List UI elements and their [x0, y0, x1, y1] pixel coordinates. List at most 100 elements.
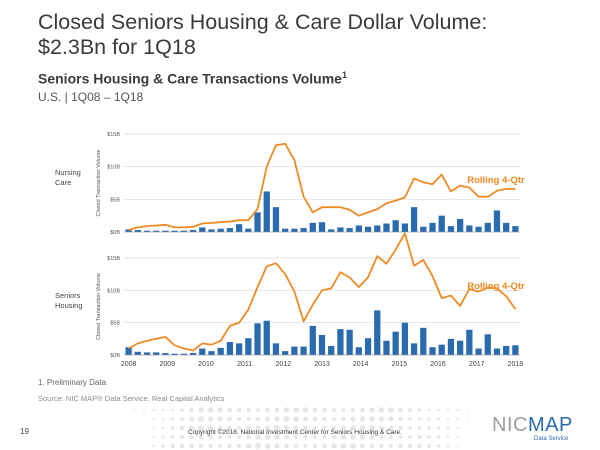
decorative-dot	[133, 445, 136, 447]
bar	[503, 345, 510, 355]
decorative-dot	[293, 407, 299, 413]
row-label-line: Seniors	[55, 291, 81, 300]
x-tick-label: 2018	[508, 361, 524, 368]
decorative-dot	[152, 427, 155, 429]
decorative-dot	[427, 408, 431, 412]
bar	[401, 223, 409, 232]
decorative-dot	[446, 417, 450, 421]
decorative-dot	[408, 435, 412, 439]
decorative-dot	[294, 444, 298, 448]
bar	[383, 223, 390, 232]
bar	[466, 225, 473, 232]
row-label-line: Nursing	[55, 168, 81, 177]
bar	[328, 345, 335, 355]
bar	[392, 220, 399, 232]
decorative-dot	[350, 443, 356, 449]
decorative-dot	[322, 434, 327, 440]
title-line-1: Closed Seniors Housing & Care Dollar Vol…	[38, 10, 488, 34]
bar	[337, 227, 344, 232]
bar	[134, 230, 141, 232]
decorative-dot	[331, 425, 337, 431]
bar	[475, 348, 482, 355]
decorative-dot	[198, 434, 204, 440]
footnote: 1. Preliminary Data	[38, 378, 107, 387]
decorative-dot	[161, 417, 165, 421]
decorative-dot	[198, 425, 204, 431]
decorative-dot	[360, 407, 365, 413]
y-tick-label: $5B	[110, 321, 120, 327]
decorative-dot	[446, 408, 450, 412]
decorative-dot	[359, 416, 366, 422]
decorative-dot-pattern	[124, 407, 478, 449]
bar	[429, 222, 436, 232]
bar	[291, 228, 298, 232]
decorative-dot	[152, 408, 155, 412]
bar	[143, 230, 151, 232]
decorative-dot	[398, 443, 403, 449]
x-tick-label: 2013	[314, 361, 330, 368]
decorative-dot	[369, 407, 375, 413]
decorative-dot	[446, 435, 450, 439]
decorative-dot	[143, 427, 145, 429]
decorative-dot	[303, 444, 308, 448]
decorative-dot	[142, 408, 146, 412]
decorative-dot	[237, 426, 241, 430]
decorative-dot	[426, 443, 432, 449]
decorative-dot	[171, 417, 174, 421]
decorative-dot	[417, 426, 422, 430]
decorative-dot	[408, 417, 412, 421]
decorative-dot	[456, 435, 459, 439]
decorative-dot	[256, 408, 260, 412]
decorative-dot	[255, 443, 261, 449]
bar	[282, 351, 289, 355]
bar	[199, 227, 206, 232]
decorative-dot	[236, 407, 242, 413]
decorative-dot	[152, 418, 155, 420]
decorative-dot	[378, 416, 385, 422]
bar	[153, 352, 160, 355]
decorative-dot	[456, 445, 459, 447]
y-tick-label: $0B	[110, 353, 120, 359]
decorative-dot	[417, 443, 422, 449]
bar	[217, 347, 224, 355]
bar	[208, 351, 215, 355]
bar	[235, 343, 243, 355]
decorative-dot	[427, 435, 431, 439]
bar	[438, 215, 445, 232]
bar	[392, 331, 399, 355]
bar	[337, 329, 344, 355]
decorative-dot	[283, 407, 290, 413]
decorative-dot	[161, 408, 165, 412]
decorative-dot	[170, 443, 175, 449]
bar	[208, 229, 215, 232]
bar	[429, 347, 436, 355]
decorative-dot	[322, 443, 327, 449]
decorative-dot	[293, 434, 299, 440]
bar	[125, 229, 132, 232]
decorative-dot	[397, 407, 404, 413]
decorative-dot	[436, 435, 441, 439]
bar	[309, 325, 316, 355]
bar	[300, 228, 307, 232]
decorative-dot	[378, 425, 385, 431]
bar	[245, 338, 252, 355]
decorative-dot	[246, 408, 251, 412]
decorative-dot	[436, 444, 441, 448]
bar	[171, 230, 178, 232]
decorative-dot	[388, 425, 394, 431]
decorative-dot	[388, 407, 394, 413]
bar	[217, 228, 224, 232]
decorative-dot	[350, 407, 356, 413]
decorative-dot	[312, 443, 318, 449]
decorative-dot	[340, 434, 347, 440]
bar	[254, 212, 261, 232]
row-label-seniors-housing: Seniors Housing	[55, 291, 83, 311]
decorative-dot	[152, 444, 155, 448]
bar	[328, 229, 335, 232]
decorative-dot	[227, 435, 232, 439]
decorative-dot	[207, 407, 214, 413]
decorative-dot	[133, 418, 136, 420]
bar	[438, 344, 445, 355]
decorative-dot	[198, 443, 204, 449]
bar	[410, 207, 418, 232]
